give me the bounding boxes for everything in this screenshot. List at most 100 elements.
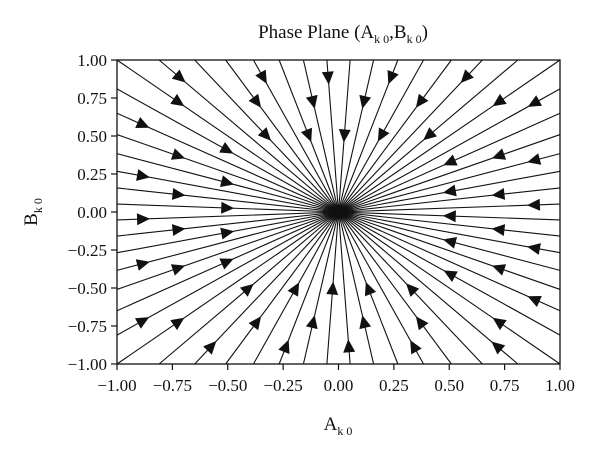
y-axis-label: Bk 0	[21, 198, 45, 226]
stream-arrowhead	[359, 94, 372, 109]
stream-arrowhead	[442, 184, 457, 197]
streamline	[338, 211, 561, 237]
stream-arrowhead	[527, 296, 542, 307]
streamline	[338, 187, 561, 213]
stream-arrowhead	[255, 69, 267, 84]
x-tick-label: −0.50	[208, 376, 247, 395]
streamline	[278, 211, 340, 365]
x-tick-label: 0.75	[490, 376, 520, 395]
streamline	[337, 59, 375, 213]
stream-arrowhead	[443, 270, 458, 282]
stream-arrowhead	[443, 154, 458, 166]
stream-arrowhead	[526, 198, 541, 211]
x-axis-label-subscript: k 0	[337, 424, 352, 438]
x-tick-label: 1.00	[545, 376, 575, 395]
stream-arrowhead	[364, 281, 377, 297]
streamline	[116, 211, 339, 290]
stream-arrowhead	[220, 227, 235, 240]
stream-arrowhead	[387, 70, 399, 85]
streamline	[338, 59, 452, 213]
streamline	[302, 59, 340, 213]
y-tick-label: −0.25	[68, 241, 107, 260]
streamline	[326, 59, 340, 213]
x-tick-label: 0.50	[434, 376, 464, 395]
stream-arrowhead	[136, 169, 150, 181]
stream-arrowhead	[415, 316, 429, 331]
streamline	[116, 211, 339, 237]
y-tick-label: 0.25	[77, 165, 107, 184]
stream-arrowhead	[377, 127, 390, 142]
stream-arrowhead	[491, 148, 507, 160]
streamline	[116, 187, 339, 213]
stream-arrowhead	[134, 317, 150, 329]
stream-arrowhead	[491, 264, 507, 276]
streamline	[338, 211, 561, 312]
stream-arrowhead	[171, 187, 186, 200]
streamline	[337, 211, 375, 365]
x-tick-label: −1.00	[97, 376, 136, 395]
x-axis-ticks: −1.00 −0.75 −0.50 −0.25 0.00 0.25 0.50 0.75 1.00	[97, 364, 575, 395]
stream-arrowhead	[136, 213, 151, 226]
x-axis-label: Ak 0	[324, 414, 353, 438]
y-tick-label: 0.50	[77, 127, 107, 146]
stream-arrowhead	[135, 259, 150, 271]
stream-arrowhead	[305, 94, 318, 109]
streamline	[338, 203, 561, 213]
stream-arrowhead	[527, 153, 542, 165]
x-tick-label: 0.25	[379, 376, 409, 395]
stream-arrowhead	[248, 316, 262, 331]
streamline	[116, 211, 339, 271]
stream-arrowhead	[219, 142, 234, 154]
stream-arrowhead	[491, 224, 506, 237]
stream-arrowhead	[171, 224, 186, 237]
streamline	[337, 211, 351, 365]
y-tick-label: 1.00	[77, 51, 107, 70]
streamline	[225, 211, 339, 365]
stream-arrowhead	[491, 187, 506, 200]
stream-arrowhead	[415, 93, 429, 108]
chart-title: Phase Plane (Ak 0,Bk 0)	[258, 22, 428, 46]
streamline	[225, 59, 339, 213]
streamline	[252, 59, 339, 213]
y-tick-label: −0.50	[68, 279, 107, 298]
y-axis-label-subscript: k 0	[31, 198, 45, 213]
stream-arrowhead	[170, 93, 185, 107]
streamline	[116, 59, 339, 213]
stream-arrowhead	[170, 148, 186, 160]
stream-arrowhead	[405, 283, 420, 297]
stream-arrowhead	[410, 340, 422, 355]
streamline	[338, 211, 561, 254]
streamline	[338, 211, 425, 365]
stream-arrowhead	[527, 243, 541, 255]
stream-arrowhead	[492, 317, 507, 331]
stream-arrowhead	[442, 210, 456, 223]
streamline	[338, 211, 519, 365]
streamline	[116, 211, 339, 365]
streamline	[338, 88, 561, 213]
stream-arrowhead	[460, 69, 474, 83]
streamline	[194, 211, 339, 365]
stream-arrowhead	[359, 315, 372, 330]
stream-arrowhead	[527, 95, 543, 107]
stream-arrowhead	[257, 127, 272, 141]
stream-arrowhead	[423, 127, 438, 141]
streamline	[116, 134, 339, 213]
streamline	[302, 211, 340, 365]
stream-arrowhead	[343, 339, 356, 353]
stream-arrowhead	[278, 339, 290, 354]
streamline	[337, 59, 399, 213]
streamline	[116, 112, 339, 213]
streamline	[116, 211, 339, 336]
y-tick-label: −1.00	[68, 355, 107, 374]
streamline	[116, 170, 339, 213]
stream-arrowhead	[203, 341, 217, 355]
x-tick-label: −0.25	[263, 376, 302, 395]
stream-arrowhead	[492, 93, 507, 107]
stream-arrowhead	[287, 282, 300, 297]
stream-arrowhead	[248, 93, 262, 108]
stream-arrowhead	[338, 129, 351, 143]
stream-arrowhead	[135, 117, 150, 128]
y-axis-ticks: −1.00 −0.75 −0.50 −0.25 0.00 0.25 0.50 0.75 1.00	[68, 51, 117, 374]
stream-arrowhead	[321, 71, 334, 85]
